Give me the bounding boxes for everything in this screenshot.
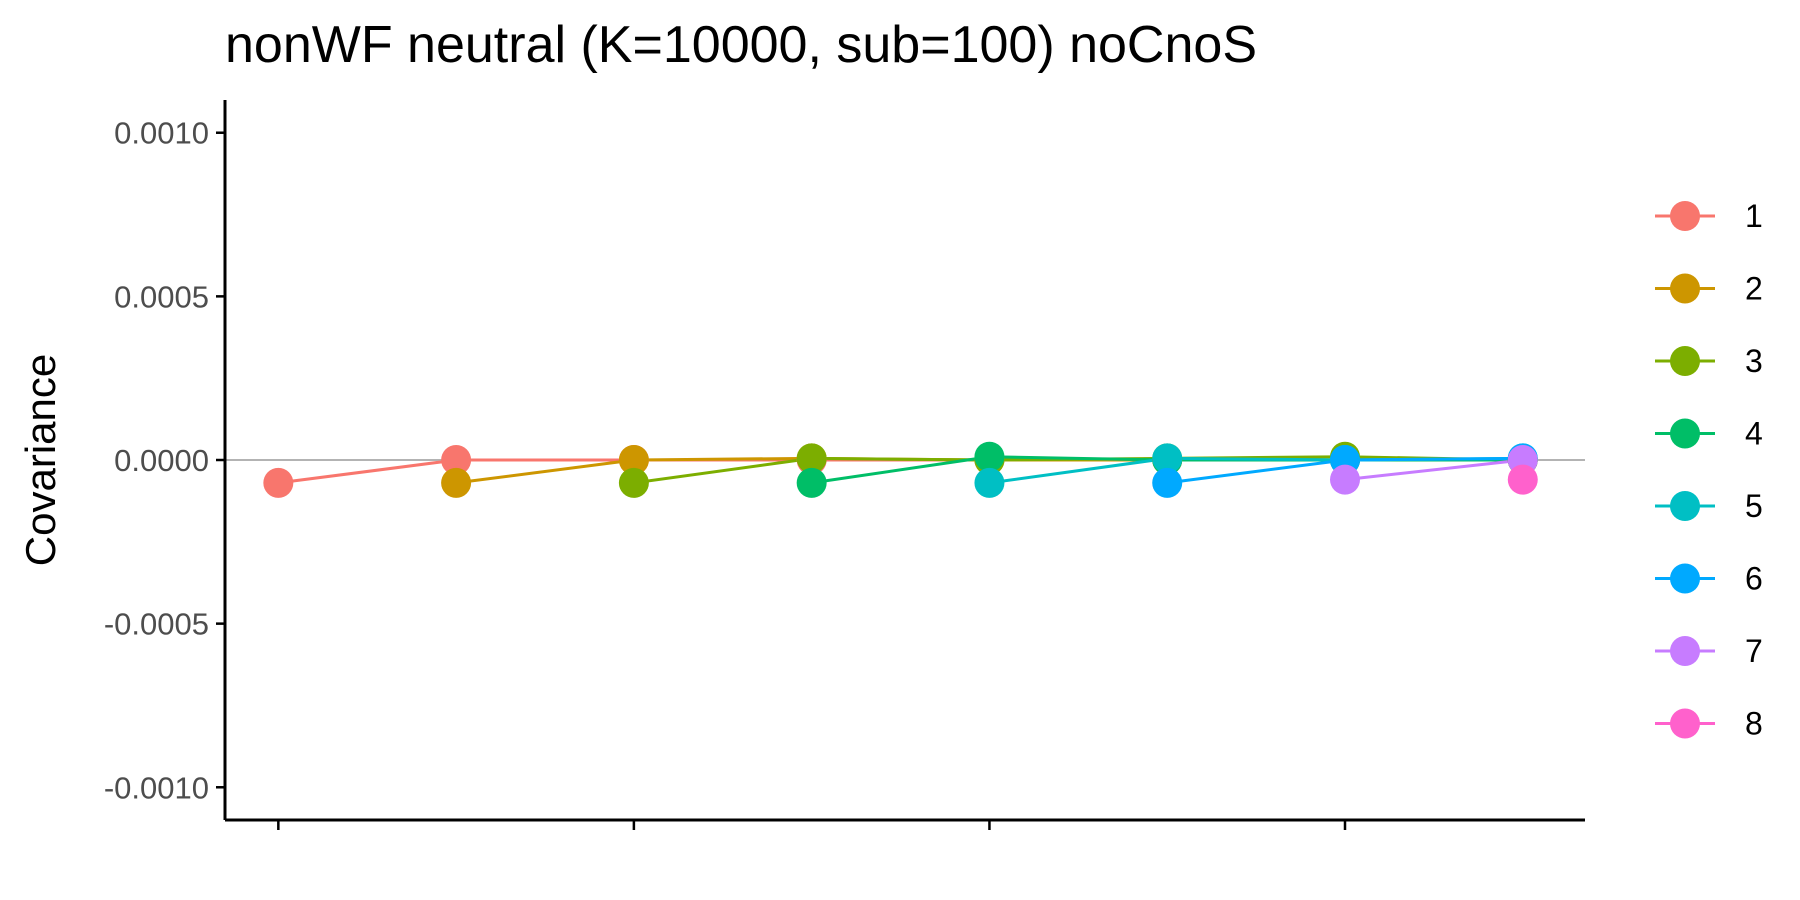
plot-area: -0.0010 -0.0005 0.0000 0.0005 0.0010 <box>104 100 1585 830</box>
legend-label: 2 <box>1745 271 1763 307</box>
legend: 1 2 3 4 5 6 7 8 <box>1655 198 1763 742</box>
legend-key-point <box>1670 418 1700 449</box>
legend-key-point <box>1670 636 1700 666</box>
chart-title: nonWF neutral (K=10000, sub=100) noCnoS <box>225 16 1257 74</box>
data-point-series-5 <box>1152 443 1183 474</box>
legend-item-7: 7 <box>1655 633 1763 669</box>
legend-label: 8 <box>1745 706 1763 742</box>
legend-item-2: 2 <box>1655 271 1763 307</box>
legend-key-point <box>1670 346 1700 376</box>
legend-key-point <box>1670 273 1700 304</box>
y-tick-label: 0.0000 <box>114 443 209 478</box>
data-point-series-6 <box>1152 467 1183 498</box>
data-point-series-8 <box>1507 464 1538 495</box>
legend-item-1: 1 <box>1655 198 1763 234</box>
series-line-7 <box>1344 458 1523 482</box>
legend-key-point <box>1670 201 1700 231</box>
y-tick-label: -0.0005 <box>104 607 209 642</box>
y-axis-label: Covariance <box>17 354 64 566</box>
legend-item-4: 4 <box>1655 416 1763 452</box>
data-point-series-5 <box>974 467 1005 498</box>
data-point-series-1 <box>441 445 472 475</box>
y-tick-label: 0.0005 <box>114 279 209 314</box>
legend-key-point <box>1670 563 1700 594</box>
data-point-series-7 <box>1330 464 1360 495</box>
data-point-series-3 <box>796 443 827 474</box>
legend-item-5: 5 <box>1655 488 1763 524</box>
y-tick-label: 0.0010 <box>114 116 209 151</box>
legend-item-3: 3 <box>1655 343 1763 379</box>
data-point-series-3 <box>618 467 649 498</box>
legend-key-point <box>1670 491 1700 521</box>
data-point-series-4 <box>796 467 827 498</box>
data-point-series-1 <box>263 467 294 498</box>
y-tick-label: -0.0010 <box>104 770 209 805</box>
legend-item-8: 8 <box>1655 706 1763 742</box>
legend-label: 6 <box>1745 561 1763 597</box>
legend-item-6: 6 <box>1655 561 1763 597</box>
legend-label: 4 <box>1745 416 1763 452</box>
legend-label: 7 <box>1745 633 1763 669</box>
legend-label: 1 <box>1745 198 1763 234</box>
data-point-series-2 <box>618 445 649 475</box>
legend-key-point <box>1670 708 1700 739</box>
data-point-series-2 <box>441 467 472 498</box>
legend-label: 3 <box>1745 343 1763 379</box>
data-point-series-4 <box>974 441 1005 472</box>
legend-label: 5 <box>1745 488 1763 524</box>
